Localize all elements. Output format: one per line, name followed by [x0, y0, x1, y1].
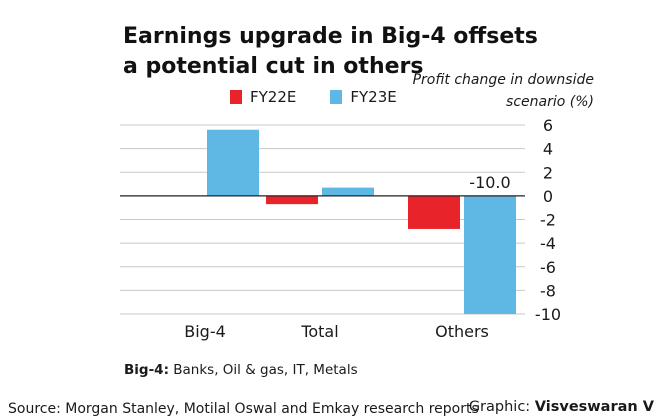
- legend-label-fy22e: FY22E: [250, 88, 297, 106]
- source-note: Source: Morgan Stanley, Motilal Oswal an…: [8, 401, 479, 417]
- credit-prefix: Graphic:: [468, 399, 535, 415]
- bar-fy22e-total: [266, 195, 318, 205]
- legend-swatch-fy22e: [230, 90, 242, 104]
- credit-name: Visveswaran V: [534, 399, 654, 415]
- legend-item-fy23e: FY23E: [330, 88, 397, 106]
- bar-fy23e-big-4: [207, 129, 259, 196]
- y-tick-label: -10: [535, 305, 561, 324]
- data-label: -10.0: [469, 173, 510, 192]
- legend-label-fy23e: FY23E: [350, 88, 397, 106]
- legend-item-fy22e: FY22E: [230, 88, 296, 106]
- y-tick-label: 4: [543, 140, 553, 159]
- legend: FY22E FY23E: [230, 88, 423, 106]
- y-tick-label: -4: [540, 234, 556, 253]
- graphic-credit: Graphic: Visveswaran V: [469, 399, 654, 415]
- y-tick-label: -8: [540, 281, 556, 300]
- bar-fy22e-others: [408, 195, 460, 229]
- y-tick-label: -2: [540, 211, 556, 230]
- y-tick-label: 0: [543, 187, 553, 206]
- y-tick-label: -6: [540, 258, 556, 277]
- footnote-text: Banks, Oil & gas, IT, Metals: [168, 362, 358, 378]
- y-tick-label: 2: [543, 163, 553, 182]
- x-tick-label: Others: [435, 322, 489, 341]
- chart-title: Earnings upgrade in Big-4 offsets a pote…: [123, 24, 538, 79]
- bar-fy23e-total: [322, 187, 374, 196]
- x-tick-label: Total: [300, 322, 338, 341]
- footnote: Big-4: Banks, Oil & gas, IT, Metals: [124, 362, 358, 378]
- y-tick-label: 6: [543, 116, 553, 135]
- x-tick-label: Big-4: [184, 322, 226, 341]
- y-axis-label: Profit change in downside scenario (%): [412, 72, 594, 110]
- bar-fy23e-others: [464, 195, 516, 314]
- footnote-key: Big-4:: [124, 362, 169, 378]
- legend-swatch-fy23e: [330, 90, 343, 104]
